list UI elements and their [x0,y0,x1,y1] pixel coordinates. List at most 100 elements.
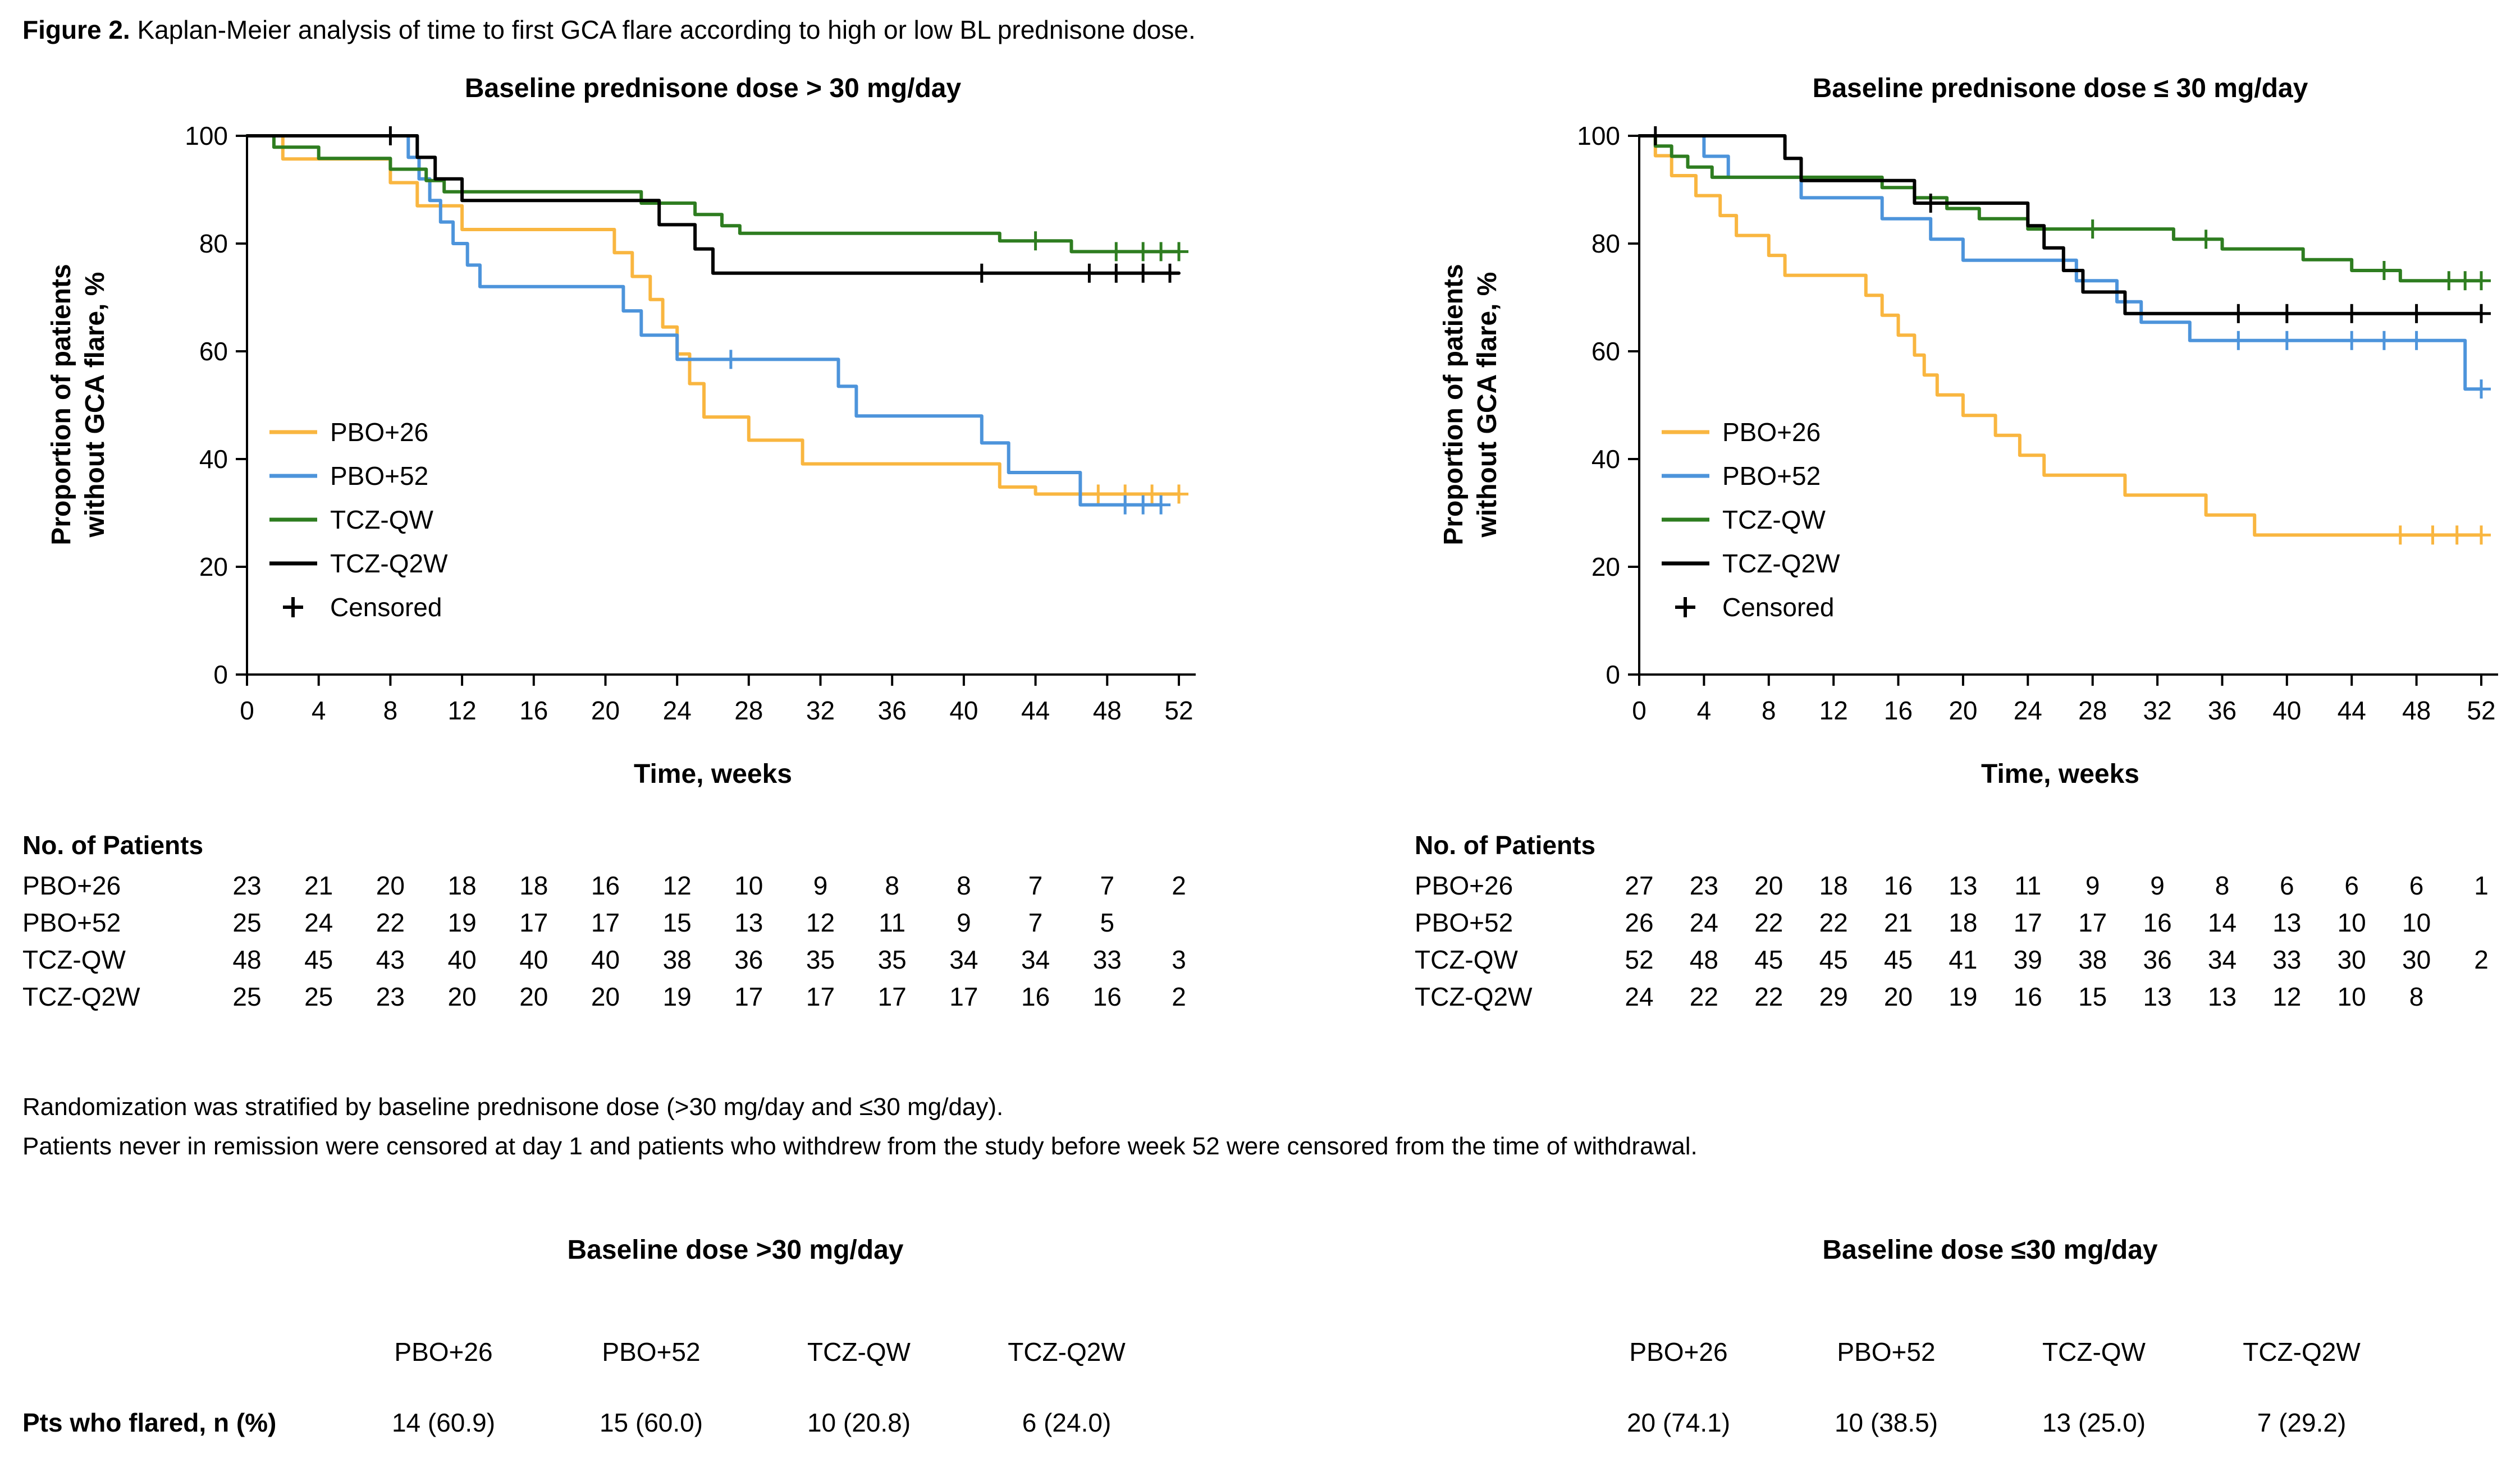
at-risk-count: 16 [2013,982,2042,1011]
censor-mark [2472,271,2491,291]
censor-mark [2407,331,2426,350]
at-risk-count: 16 [1021,982,1050,1011]
legend-label: Censored [1722,593,1834,622]
figure-label: Figure 2. [22,15,130,44]
x-axis-label: Time, weeks [1981,759,2139,789]
at-risk-count: 17 [2078,908,2107,937]
censor-mark [2472,304,2491,323]
at-risk-count: 18 [1949,908,1978,937]
censor-mark [1169,242,1188,262]
x-tick-label: 36 [2208,696,2237,725]
at-risk-title: No. of Patients [22,831,204,860]
at-risk-count: 29 [1819,982,1848,1011]
censor-mark [2407,304,2426,323]
at-risk-count: 12 [662,871,692,900]
at-risk-count: 20 [447,982,477,1011]
at-risk-count: 7 [1028,908,1043,937]
chart-row: Proportion of patients without GCA flare… [1415,113,2515,733]
at-risk-table: No. of Patients PBO+26 27 23 20 18 16 13 11 9 9 8 6… [1415,830,2515,1021]
censor-mark [1133,242,1153,262]
at-risk-count: 33 [2272,945,2302,974]
y-tick-label: 100 [185,121,228,150]
legend-label: PBO+52 [1722,461,1821,490]
at-risk-count: 17 [591,908,620,937]
at-risk-count: 43 [376,945,405,974]
series-line-TCZ-Q2W [245,134,1181,275]
at-risk-count: 21 [304,871,333,900]
at-risk-count: 30 [2402,945,2431,974]
series-line-TCZ-Q2W [1638,134,2483,315]
x-tick-label: 20 [1949,696,1977,725]
censor-mark [1921,194,1941,213]
censor-mark [2472,525,2491,545]
at-risk-count: 13 [734,908,763,937]
at-risk-count: 24 [1689,908,1718,937]
x-tick-label: 32 [2143,696,2172,725]
at-risk-count: 48 [1689,945,1718,974]
at-risk-count: 15 [2078,982,2107,1011]
series-line-PBO+52 [1638,134,2483,391]
flare-value: 15 (60.0) [599,1408,703,1437]
at-risk-count: 45 [1754,945,1783,974]
at-risk-count: 11 [879,908,906,937]
censor-mark [2277,304,2297,323]
at-risk-count: 16 [1092,982,1122,1011]
at-risk-count: 40 [447,945,477,974]
at-risk-count: 8 [885,871,899,900]
legend: PBO+26 PBO+52 TCZ-QW TCZ-Q2W Censored [269,418,448,622]
at-risk-count: 23 [376,982,405,1011]
x-tick-label: 0 [240,696,254,725]
legend-label: TCZ-Q2W [330,549,448,578]
censor-mark [1133,495,1153,515]
censor-mark [2439,271,2459,291]
at-risk-count: 6 [2344,871,2359,900]
at-risk-row: TCZ-QW 52 48 45 45 45 41 39 38 36 34 33 30 30 2 [1415,944,2515,979]
at-risk-count: 45 [304,945,333,974]
censor-mark [381,126,400,145]
at-risk-count: 24 [1625,982,1654,1011]
censor-mark [1645,126,1665,145]
at-risk-count: 34 [949,945,978,974]
at-risk-row: PBO+52 26 24 22 22 21 18 17 17 16 14 13 10 10 [1415,907,2515,942]
censor-mark [2277,331,2297,350]
at-risk-count: 8 [957,871,971,900]
y-tick-label: 60 [1591,337,1620,366]
at-risk-count: 17 [519,908,548,937]
censor-mark [2229,331,2248,350]
at-risk-rows: PBO+26 27 23 20 18 16 13 11 9 9 8 6 6 6 1 PBO+52 26 24 22 2… [1415,870,2515,1021]
censor-mark [1115,495,1135,515]
at-risk-count: 52 [1625,945,1654,974]
at-risk-row: TCZ-Q2W 24 22 22 29 20 19 16 15 13 13 12 10 8 [1415,982,2515,1016]
at-risk-count: 20 [1883,982,1913,1011]
at-risk-count: 18 [1819,871,1848,900]
at-risk-count: 24 [304,908,333,937]
footnote-2: Patients never in remission were censore… [22,1132,1698,1160]
at-risk-count: 23 [232,871,262,900]
censor-mark [2374,331,2394,350]
at-risk-count: 13 [2272,908,2302,937]
at-risk-count: 12 [806,908,835,937]
series-line-PBO+26 [1638,134,2483,537]
flare-value: 6 (24.0) [1022,1408,1112,1437]
at-risk-count: 38 [2078,945,2107,974]
y-tick-label: 20 [199,552,228,581]
km-plot-svg: 0 4 8 12 16 20 24 28 32 36 40 44 48 52020406080100PBO… [1577,121,2498,725]
x-tick-label: 52 [2467,696,2495,725]
at-risk-count: 3 [1172,945,1186,974]
at-risk-count: 18 [447,871,477,900]
at-risk-count: 9 [2150,871,2165,900]
at-risk-count: 23 [1689,871,1718,900]
at-risk-row: PBO+26 27 23 20 18 16 13 11 9 9 8 6 6 6 1 [1415,870,2515,905]
x-tick-label: 24 [2014,696,2042,725]
figure-caption: Figure 2. Kaplan-Meier analysis of time … [22,15,1196,45]
censor-mark [1142,484,1162,504]
flare-value: 20 (74.1) [1626,1408,1731,1437]
at-risk-row-label: PBO+52 [1415,908,1513,937]
at-risk-count: 22 [1754,982,1783,1011]
at-risk-row-label: TCZ-Q2W [1415,982,1533,1011]
x-tick-label: 36 [878,696,907,725]
